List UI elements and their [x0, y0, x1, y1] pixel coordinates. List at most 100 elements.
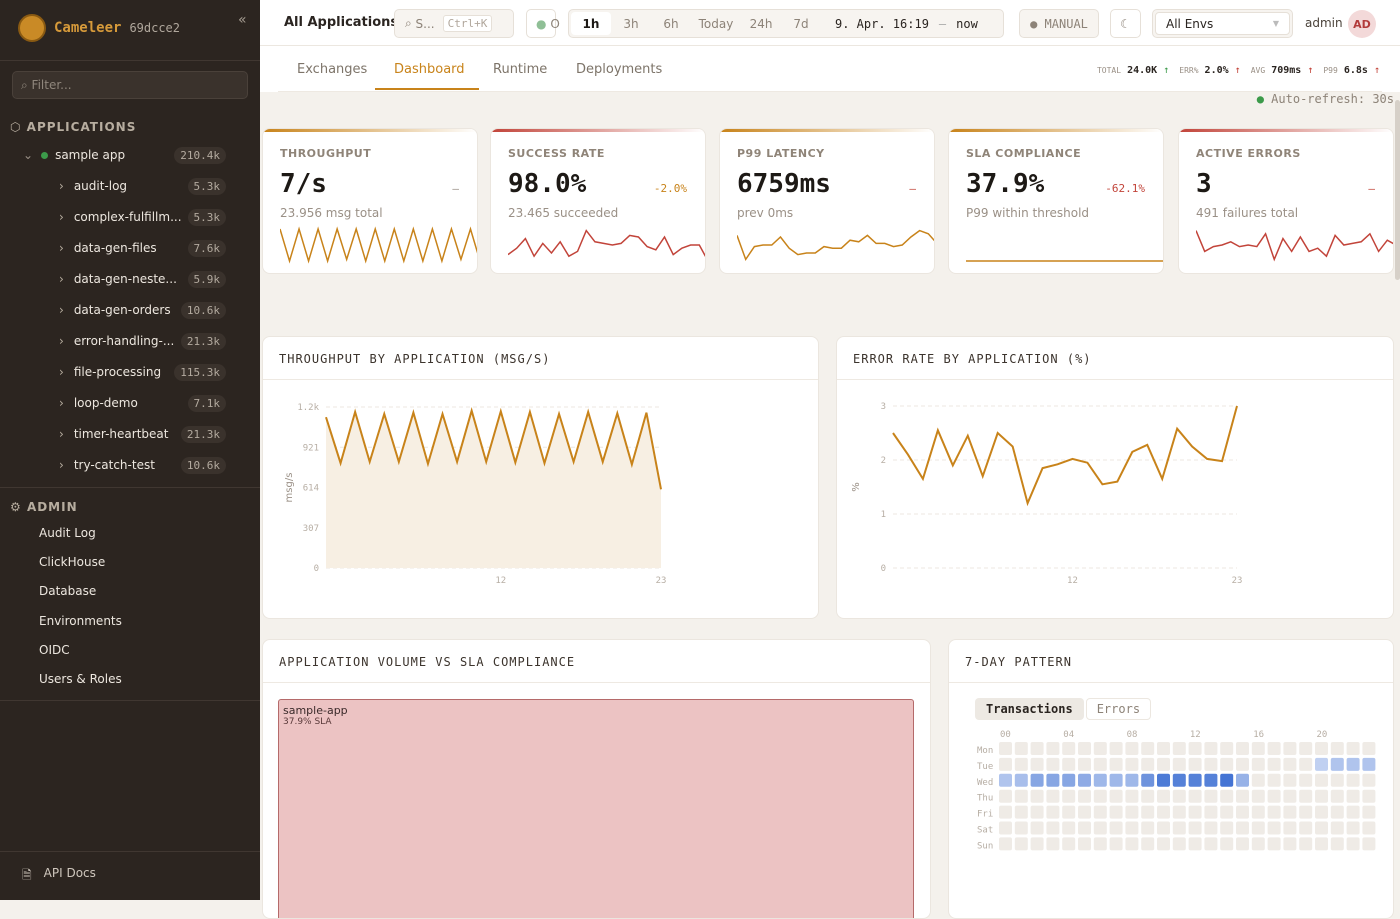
heatmap-cell[interactable]	[1078, 837, 1091, 850]
heatmap-cell[interactable]	[1362, 790, 1375, 803]
heatmap-cell[interactable]	[1157, 822, 1170, 835]
heatmap-cell[interactable]	[1362, 837, 1375, 850]
heatmap-cell[interactable]	[1299, 774, 1312, 787]
scope-title[interactable]: All Applications	[284, 15, 398, 30]
heatmap-cell[interactable]	[1062, 742, 1075, 755]
heatmap-cell[interactable]	[1283, 790, 1296, 803]
heatmap-cell[interactable]	[1078, 822, 1091, 835]
heatmap-cell[interactable]	[1078, 790, 1091, 803]
heatmap-cell[interactable]	[1236, 790, 1249, 803]
heatmap-cell[interactable]	[1031, 822, 1044, 835]
range-1h[interactable]: 1h	[571, 12, 611, 35]
heatmap-cell[interactable]	[1189, 774, 1202, 787]
heatmap-cell[interactable]	[1347, 774, 1360, 787]
heatmap-cell[interactable]	[1347, 790, 1360, 803]
heatmap-cell[interactable]	[1283, 837, 1296, 850]
toggle-errors[interactable]: Errors	[1086, 698, 1151, 720]
env-select[interactable]: All Envs▼	[1152, 9, 1293, 38]
heatmap-cell[interactable]	[999, 742, 1012, 755]
heatmap-cell[interactable]	[1331, 742, 1344, 755]
heatmap-cell[interactable]	[1220, 758, 1233, 771]
heatmap-cell[interactable]	[1031, 806, 1044, 819]
heatmap-cell[interactable]	[1015, 806, 1028, 819]
heatmap-cell[interactable]	[1110, 822, 1123, 835]
admin-item[interactable]: OIDC	[39, 643, 70, 657]
status-button[interactable]: ● O	[526, 9, 556, 38]
tab-deployments[interactable]: Deployments	[576, 62, 662, 77]
heatmap-cell[interactable]	[1204, 790, 1217, 803]
heatmap-cell[interactable]	[1046, 790, 1059, 803]
heatmap-cell[interactable]	[1315, 742, 1328, 755]
heatmap-cell[interactable]	[1362, 742, 1375, 755]
heatmap-cell[interactable]	[1299, 742, 1312, 755]
heatmap-cell[interactable]	[1141, 790, 1154, 803]
heatmap-cell[interactable]	[1283, 742, 1296, 755]
treemap-tile-sample-app[interactable]: sample-app 37.9% SLA	[278, 699, 914, 919]
admin-item[interactable]: Audit Log	[39, 526, 96, 540]
heatmap-cell[interactable]	[1204, 758, 1217, 771]
tab-runtime[interactable]: Runtime	[493, 62, 547, 77]
heatmap-cell[interactable]	[1062, 774, 1075, 787]
heatmap-cell[interactable]	[1283, 822, 1296, 835]
heatmap-cell[interactable]	[1110, 806, 1123, 819]
app-item[interactable]: ›data-gen-neste...5.9k	[0, 264, 260, 294]
range-6h[interactable]: 6h	[651, 12, 691, 35]
heatmap-cell[interactable]	[1062, 837, 1075, 850]
heatmap-cell[interactable]	[1268, 822, 1281, 835]
api-docs-link[interactable]: 🗎API Docs	[22, 866, 96, 887]
heatmap-cell[interactable]	[1315, 822, 1328, 835]
admin-section[interactable]: ⚙ ADMIN	[10, 500, 78, 514]
heatmap-cell[interactable]	[1046, 837, 1059, 850]
heatmap-cell[interactable]	[1173, 742, 1186, 755]
heatmap-cell[interactable]	[1347, 742, 1360, 755]
kpi-card-p99-latency[interactable]: P99 LATENCY 6759ms – prev 0ms	[719, 128, 935, 274]
heatmap-cell[interactable]	[1062, 790, 1075, 803]
heatmap-cell[interactable]	[1062, 822, 1075, 835]
heatmap-cell[interactable]	[1031, 790, 1044, 803]
heatmap-cell[interactable]	[999, 774, 1012, 787]
heatmap-cell[interactable]	[1173, 774, 1186, 787]
heatmap-cell[interactable]	[1268, 742, 1281, 755]
heatmap-cell[interactable]	[1110, 790, 1123, 803]
kpi-card-throughput[interactable]: THROUGHPUT 7/s – 23.956 msg total	[262, 128, 478, 274]
heatmap-cell[interactable]	[1204, 774, 1217, 787]
heatmap-cell[interactable]	[1220, 774, 1233, 787]
tab-dashboard[interactable]: Dashboard	[394, 62, 465, 77]
heatmap-cell[interactable]	[1252, 742, 1265, 755]
heatmap-cell[interactable]	[1078, 742, 1091, 755]
heatmap-cell[interactable]	[999, 758, 1012, 771]
tab-exchanges[interactable]: Exchanges	[297, 62, 367, 77]
range-today[interactable]: Today	[691, 12, 741, 35]
heatmap-cell[interactable]	[1331, 822, 1344, 835]
heatmap-cell[interactable]	[1141, 758, 1154, 771]
filter-input[interactable]: ⌕ Filter...	[12, 71, 248, 99]
range-7d[interactable]: 7d	[781, 12, 821, 35]
heatmap-cell[interactable]	[1362, 806, 1375, 819]
heatmap-cell[interactable]	[1062, 806, 1075, 819]
heatmap-cell[interactable]	[1299, 822, 1312, 835]
admin-item[interactable]: ClickHouse	[39, 555, 105, 569]
heatmap-cell[interactable]	[1362, 774, 1375, 787]
heatmap-cell[interactable]	[1173, 758, 1186, 771]
heatmap-cell[interactable]	[1299, 806, 1312, 819]
heatmap-cell[interactable]	[1220, 742, 1233, 755]
heatmap-cell[interactable]	[1347, 837, 1360, 850]
heatmap-cell[interactable]	[1204, 822, 1217, 835]
heatmap-cell[interactable]	[1189, 742, 1202, 755]
heatmap-cell[interactable]	[1315, 806, 1328, 819]
heatmap-cell[interactable]	[999, 822, 1012, 835]
heatmap-cell[interactable]	[1094, 822, 1107, 835]
heatmap-cell[interactable]	[1252, 806, 1265, 819]
heatmap-cell[interactable]	[1331, 790, 1344, 803]
kpi-card-sla-compliance[interactable]: SLA COMPLIANCE 37.9% -62.1% P99 within t…	[948, 128, 1164, 274]
heatmap-cell[interactable]	[1252, 774, 1265, 787]
heatmap-cell[interactable]	[1252, 822, 1265, 835]
heatmap-cell[interactable]	[1094, 790, 1107, 803]
heatmap-cell[interactable]	[1094, 774, 1107, 787]
heatmap-cell[interactable]	[1315, 774, 1328, 787]
heatmap-cell[interactable]	[1015, 822, 1028, 835]
heatmap-cell[interactable]	[1252, 837, 1265, 850]
